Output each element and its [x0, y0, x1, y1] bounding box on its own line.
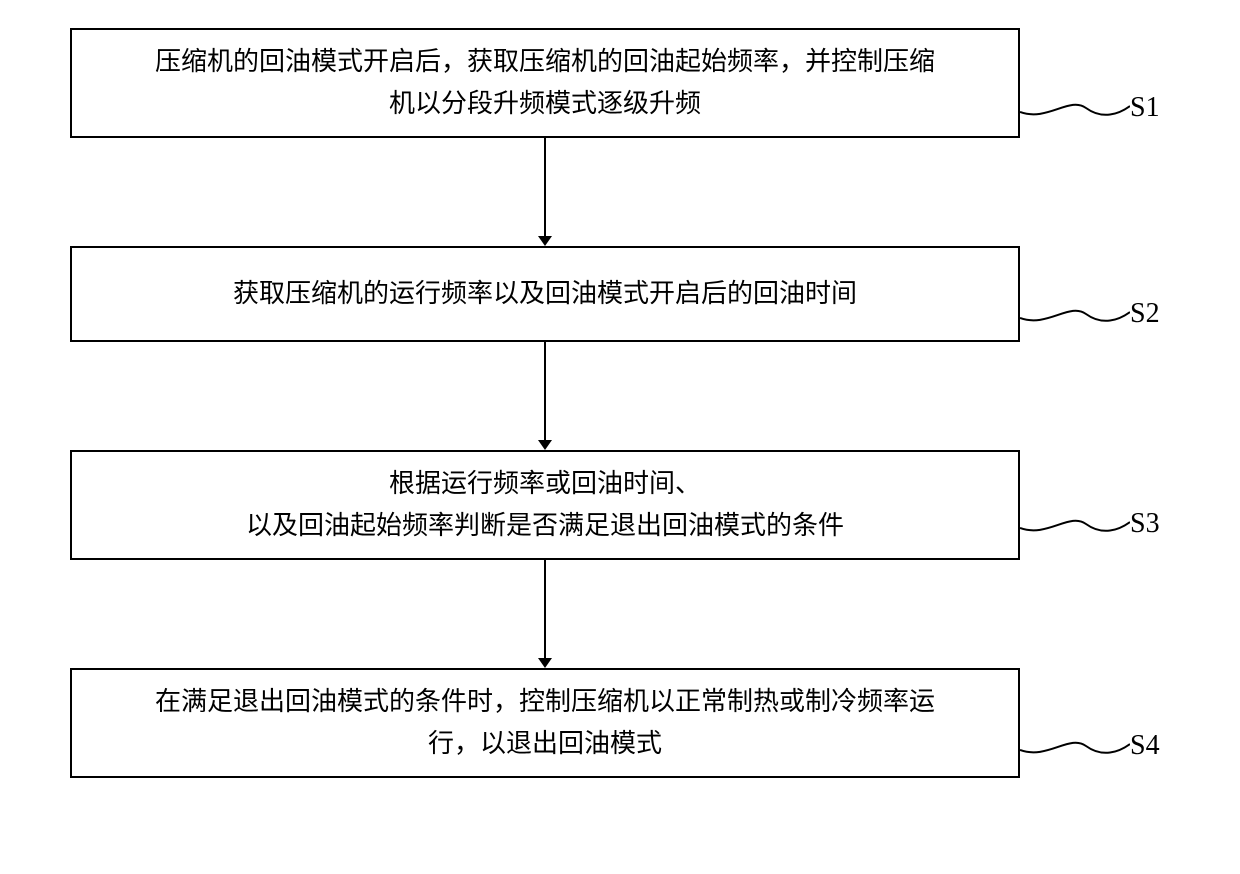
- arrow-s3-s4: [533, 560, 557, 668]
- step-text-line: 压缩机的回油模式开启后，获取压缩机的回油起始频率，并控制压缩: [155, 41, 935, 83]
- leader-line-s2: [1020, 302, 1130, 326]
- arrow-s1-s2: [533, 138, 557, 246]
- leader-line-s3: [1020, 512, 1130, 536]
- leader-line-s4: [1020, 734, 1130, 758]
- leader-line-s1: [1020, 96, 1130, 120]
- step-box-s1: 压缩机的回油模式开启后，获取压缩机的回油起始频率，并控制压缩 机以分段升频模式逐…: [70, 28, 1020, 138]
- step-label-s1: S1: [1130, 92, 1160, 124]
- step-label-s2: S2: [1130, 298, 1160, 330]
- step-text-line: 获取压缩机的运行频率以及回油模式开启后的回油时间: [233, 273, 857, 315]
- step-text-line: 根据运行频率或回油时间、: [246, 463, 844, 505]
- step-text-line: 行，以退出回油模式: [155, 723, 935, 765]
- step-box-s2: 获取压缩机的运行频率以及回油模式开启后的回油时间: [70, 246, 1020, 342]
- arrow-s2-s3: [533, 342, 557, 450]
- step-label-s3: S3: [1130, 508, 1160, 540]
- step-text-line: 在满足退出回油模式的条件时，控制压缩机以正常制热或制冷频率运: [155, 681, 935, 723]
- step-label-s4: S4: [1130, 730, 1160, 762]
- step-text-line: 机以分段升频模式逐级升频: [155, 83, 935, 125]
- step-box-s3: 根据运行频率或回油时间、 以及回油起始频率判断是否满足退出回油模式的条件: [70, 450, 1020, 560]
- step-text-line: 以及回油起始频率判断是否满足退出回油模式的条件: [246, 505, 844, 547]
- step-box-s4: 在满足退出回油模式的条件时，控制压缩机以正常制热或制冷频率运 行，以退出回油模式: [70, 668, 1020, 778]
